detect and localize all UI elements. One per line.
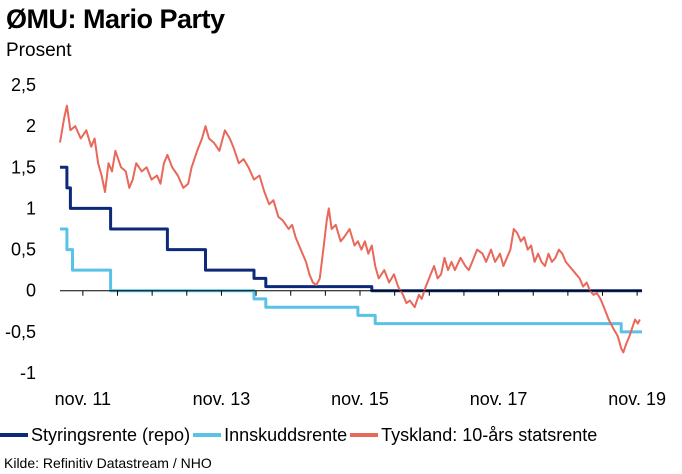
x-tick-label: nov. 13	[193, 389, 251, 409]
series-layer	[59, 104, 642, 354]
legend-item-styringsrente: Styringsrente (repo)	[0, 425, 190, 446]
y-tick-label: 0	[26, 281, 36, 301]
line-chart: 2,5 2 1,5 1 0,5 0 -0,5 -1 nov. 11 nov. 13 nov. 15 n…	[5, 75, 666, 409]
y-tick-label: 1,5	[11, 157, 36, 177]
legend-swatch-tyskland	[350, 433, 379, 437]
x-tick-label: nov. 11	[55, 389, 111, 409]
legend-item-tyskland: Tyskland: 10-års statsrente	[350, 425, 597, 446]
legend-swatch-innskuddsrente	[193, 433, 222, 437]
source-note: Kilde: Refinitiv Datastream / NHO	[4, 455, 212, 471]
series-line-tyskland	[59, 104, 641, 354]
legend-swatch-styringsrente	[0, 433, 28, 437]
y-tick-label: -1	[20, 363, 36, 383]
legend-label-styringsrente: Styringsrente (repo)	[31, 424, 191, 445]
y-tick-label: 1	[26, 198, 36, 218]
legend-label-innskuddsrente: Innskuddsrente	[224, 424, 348, 445]
legend-item-innskuddsrente: Innskuddsrente	[193, 425, 347, 446]
series-line-styringsrente	[60, 165, 642, 293]
legend: Styringsrente (repo) Innskuddsrente Tysk…	[0, 422, 682, 448]
y-tick-label: 0,5	[11, 240, 36, 260]
y-unit-label: Prosent	[6, 40, 72, 61]
label-layer: 2,5 2 1,5 1 0,5 0 -0,5 -1 nov. 11 nov. 13 nov. 15 n…	[5, 75, 666, 409]
axis-layer	[60, 290, 642, 296]
y-tick-label: 2	[26, 116, 36, 136]
y-tick-label: -0,5	[5, 322, 36, 342]
x-tick-label: nov. 17	[470, 389, 528, 409]
x-tick-label: nov. 15	[331, 389, 389, 409]
legend-label-tyskland: Tyskland: 10-års statsrente	[381, 424, 598, 445]
x-tick-label: nov. 19	[608, 389, 666, 409]
chart-title: ØMU: Mario Party	[6, 4, 225, 34]
y-tick-label: 2,5	[11, 75, 36, 95]
series-line-innskuddsrente	[60, 227, 642, 334]
